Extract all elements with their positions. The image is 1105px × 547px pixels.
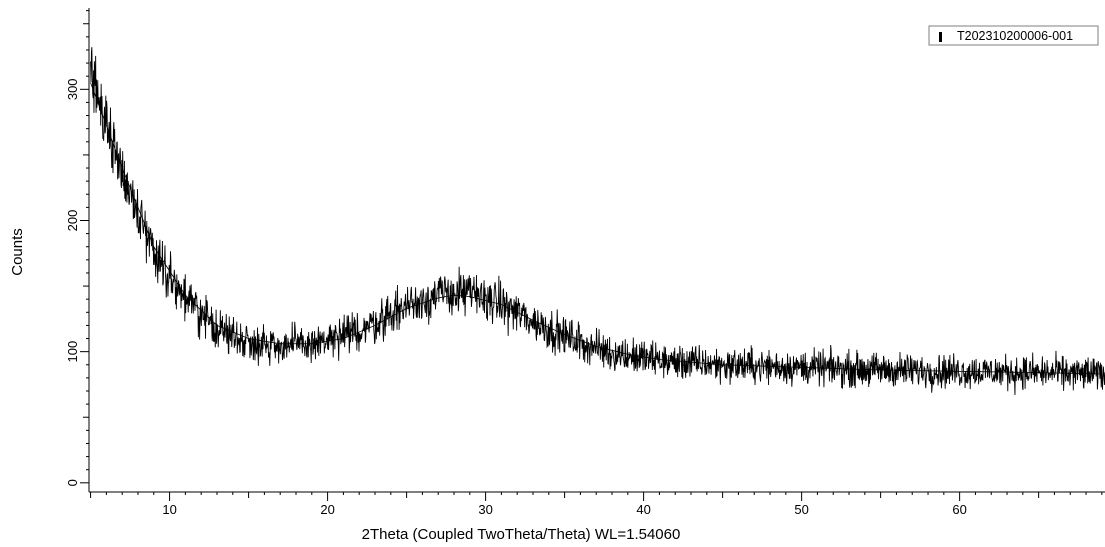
y-tick-label: 200 <box>65 210 80 232</box>
x-tick-label: 40 <box>636 502 650 517</box>
axes <box>88 8 1105 493</box>
y-tick-label: 300 <box>65 78 80 100</box>
smoothed-curve-line <box>90 82 1102 375</box>
legend-swatch <box>939 32 942 42</box>
x-axis-title: 2Theta (Coupled TwoTheta/Theta) WL=1.540… <box>362 526 681 542</box>
legend-entry-label: T202310200006-001 <box>957 29 1073 43</box>
plot-area <box>90 47 1105 396</box>
legend-box <box>928 25 1099 46</box>
x-tick-label: 30 <box>478 502 492 517</box>
x-tick-label: 50 <box>794 502 808 517</box>
raw-pattern-line <box>90 47 1105 396</box>
y-tick-label: 0 <box>65 479 80 486</box>
x-ticks: 10 20 30 40 50 60 <box>90 492 1103 517</box>
y-tick-label: 100 <box>65 341 80 363</box>
legend: T202310200006-001 <box>928 25 1099 46</box>
x-tick-label: 60 <box>952 502 966 517</box>
x-tick-label: 10 <box>162 502 176 517</box>
x-tick-label: 20 <box>320 502 334 517</box>
y-ticks: 0 100 200 300 <box>65 10 89 486</box>
y-axis-title: Counts <box>9 228 26 276</box>
